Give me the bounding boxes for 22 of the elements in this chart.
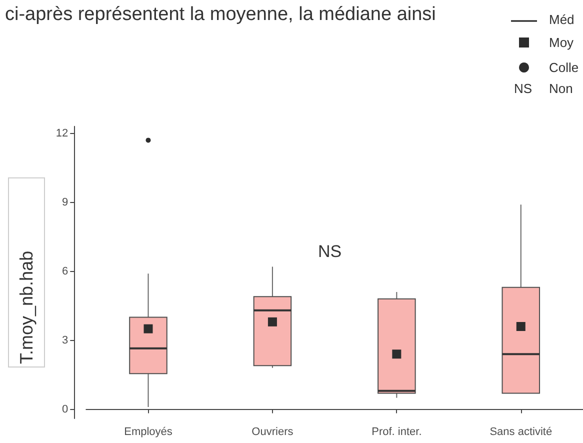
y-tick-label: 0 (62, 403, 68, 416)
text: NS (514, 81, 532, 96)
point (392, 350, 402, 359)
text: Méd (549, 12, 574, 28)
annotation: NS (318, 242, 342, 262)
x-tick-label: Ouvriers (252, 426, 294, 438)
legend-label: Colle (549, 60, 579, 75)
y-tick-label: 9 (62, 196, 68, 208)
y-tick-label: 3 (62, 334, 68, 346)
point (144, 324, 153, 334)
chart-title: ci-après représentent la moyenne, la médiane ainsi (5, 4, 436, 25)
point (516, 322, 526, 331)
x-tick-label: Employés (124, 426, 173, 438)
legend-label: Moy (549, 35, 574, 50)
x-tick-label: Prof. inter. (372, 426, 422, 438)
text: Non (549, 81, 573, 96)
point (268, 317, 277, 326)
point (146, 138, 151, 143)
y-tick-label: 6 (62, 265, 68, 278)
y-axis-title: T.moy_nb.hab (16, 250, 36, 364)
x-tick-label: Sans activité (490, 426, 552, 438)
y-tick-label: 12 (56, 127, 68, 140)
